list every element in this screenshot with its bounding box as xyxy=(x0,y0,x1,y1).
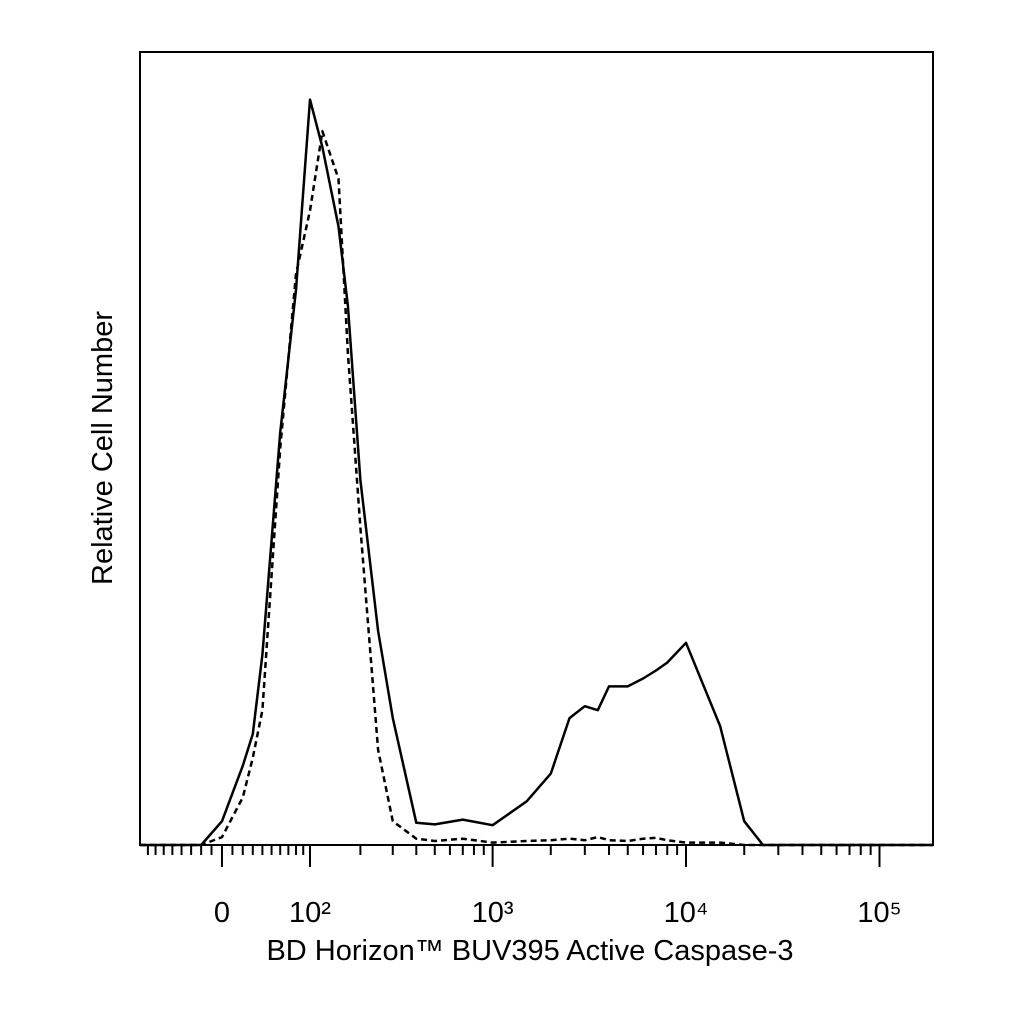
x-tick-label: 10³ xyxy=(472,897,514,929)
plot-frame xyxy=(139,51,934,846)
histogram-solid xyxy=(140,98,933,847)
x-tick-label: 0 xyxy=(214,897,230,929)
histogram-dashed xyxy=(140,130,933,847)
x-axis-title: BD Horizon™ BUV395 Active Caspase-3 xyxy=(266,935,793,967)
x-tick-label: 10⁴ xyxy=(664,897,709,929)
x-tick-label: 10⁵ xyxy=(857,897,901,929)
y-axis-title: Relative Cell Number xyxy=(87,311,119,585)
x-tick-label: 10² xyxy=(289,897,331,929)
